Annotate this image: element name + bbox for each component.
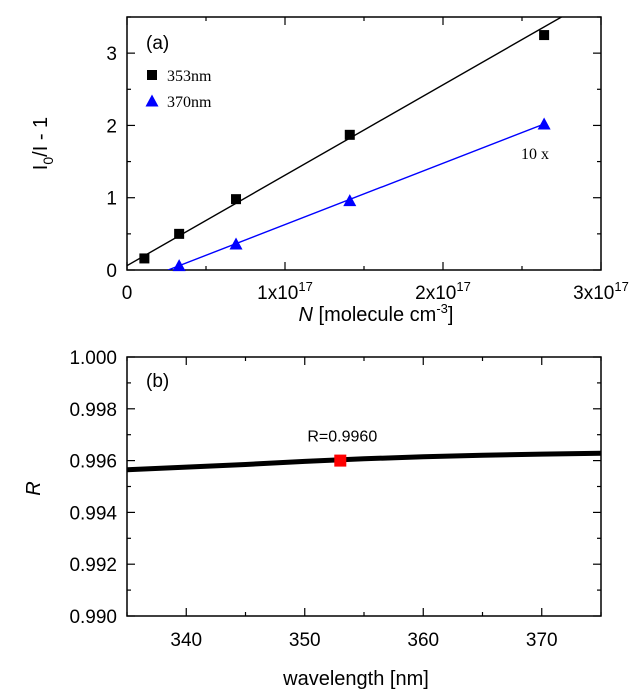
y-tick-label-b: 0.990 bbox=[69, 607, 117, 628]
y-label-sub: 0 bbox=[40, 157, 56, 165]
highlight-label: R=0.9960 bbox=[307, 429, 377, 446]
y-axis-label-a: I0/I - 1 bbox=[30, 117, 56, 170]
data-point-353nm bbox=[539, 30, 550, 41]
legend-marker-370nm bbox=[145, 94, 159, 107]
x-tick-mantissa: 1x10 bbox=[257, 283, 298, 304]
x-tick-mantissa: 0 bbox=[122, 283, 133, 304]
fit-line-353nm bbox=[127, 17, 562, 267]
legend-marker-353nm bbox=[147, 70, 157, 80]
y-tick-label-b: 0.996 bbox=[69, 452, 117, 473]
legend-label-370nm: 370nm bbox=[167, 94, 212, 111]
y-tick-label-a: 0 bbox=[106, 261, 117, 282]
x-tick-exponent: 17 bbox=[456, 279, 470, 294]
data-point-370nm bbox=[537, 117, 551, 130]
y-tick-label-b: 0.998 bbox=[69, 400, 117, 421]
y-label-rest: /I - 1 bbox=[30, 117, 52, 157]
x-tick-label-a: 1x1017 bbox=[257, 279, 313, 304]
x-tick-label-b: 360 bbox=[407, 630, 439, 651]
x-label-sup: -3 bbox=[436, 301, 448, 316]
x-tick-mantissa: 3x10 bbox=[573, 283, 614, 304]
x-tick-label-b: 340 bbox=[170, 630, 202, 651]
x-tick-mantissa: 2x10 bbox=[415, 283, 456, 304]
r-curve bbox=[126, 450, 602, 473]
y-tick-label-a: 3 bbox=[106, 44, 117, 65]
legend-label-353nm: 353nm bbox=[167, 68, 212, 85]
plot-frame-b bbox=[126, 356, 602, 617]
x-tick-label-a: 3x1017 bbox=[573, 279, 629, 304]
plot-frame-a bbox=[126, 16, 602, 271]
y-tick-label-a: 1 bbox=[106, 189, 117, 210]
x-tick-label-a: 0 bbox=[122, 283, 133, 304]
x-label-italic: N bbox=[299, 304, 314, 326]
data-point-353nm bbox=[231, 194, 242, 205]
data-point-353nm bbox=[344, 129, 355, 140]
y-axis-label-b: R bbox=[23, 481, 45, 495]
annotation-10x: 10 x bbox=[521, 146, 549, 163]
highlight-marker bbox=[334, 454, 347, 467]
data-point-353nm bbox=[174, 228, 185, 239]
x-tick-label-a: 2x1017 bbox=[415, 279, 471, 304]
panel-label-a: (a) bbox=[146, 33, 169, 54]
data-point-370nm bbox=[343, 194, 357, 207]
x-label-rest: [molecule cm bbox=[313, 304, 436, 326]
fit-line-370nm bbox=[167, 123, 545, 270]
y-tick-label-b: 0.994 bbox=[69, 503, 117, 524]
x-axis-label-a: N [molecule cm-3] bbox=[299, 301, 454, 326]
data-point-370nm bbox=[229, 237, 243, 250]
x-tick-exponent: 17 bbox=[298, 279, 312, 294]
data-point-370nm bbox=[172, 259, 186, 272]
y-tick-label-a: 2 bbox=[106, 116, 117, 137]
y-label-main: I bbox=[30, 165, 52, 171]
x-tick-exponent: 17 bbox=[614, 279, 628, 294]
x-axis-label-b: wavelength [nm] bbox=[282, 668, 429, 690]
y-tick-label-b: 1.000 bbox=[69, 348, 117, 369]
panel-label-b: (b) bbox=[146, 371, 169, 392]
y-tick-label-b: 0.992 bbox=[69, 555, 117, 576]
data-point-353nm bbox=[139, 253, 150, 264]
x-tick-label-b: 350 bbox=[289, 630, 321, 651]
x-label-end: ] bbox=[448, 304, 454, 326]
x-tick-label-b: 370 bbox=[526, 630, 558, 651]
